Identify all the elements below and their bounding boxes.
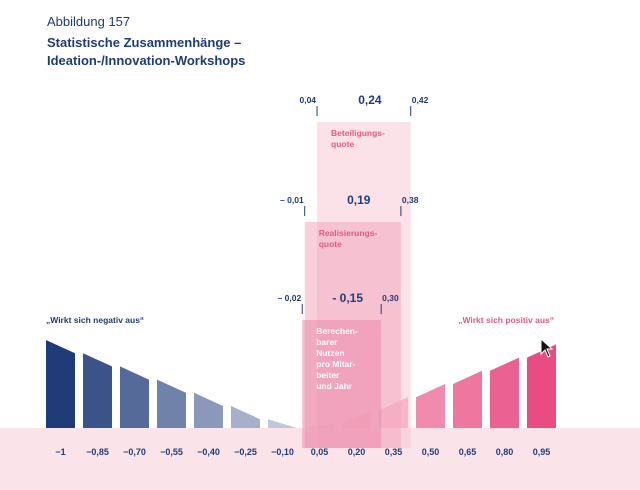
x-tick-label: −0,25 — [234, 447, 257, 457]
bar — [120, 366, 149, 428]
x-tick-label: −0,85 — [86, 447, 109, 457]
interval-low-label: – 0,01 — [280, 195, 304, 205]
interval-low-label: 0,04 — [299, 95, 316, 105]
interval-estimate-label: 0,24 — [358, 93, 382, 107]
bar — [157, 379, 186, 428]
x-tick-label: −0,70 — [123, 447, 146, 457]
interval-low-label: – 0,02 — [278, 293, 302, 303]
x-tick-label: 0,05 — [311, 447, 329, 457]
interval-name-label: und Jahr — [316, 381, 353, 391]
x-tick-label: 0,95 — [533, 447, 551, 457]
chart-title-line-1: Statistische Zusammenhänge – — [47, 35, 242, 50]
interval-name-label: Realisierungs- — [319, 228, 378, 238]
x-tick-label: 0,20 — [348, 447, 366, 457]
interval-name-label: quote — [331, 139, 354, 149]
x-tick-label: 0,35 — [385, 447, 403, 457]
bar — [416, 384, 445, 428]
bar — [268, 419, 297, 428]
interval-name-label: Nutzen — [316, 348, 344, 358]
negative-annotation: „Wirkt sich negativ aus“ — [46, 315, 144, 325]
chart-title-line-2: Ideation-/Innovation-Workshops — [47, 53, 246, 68]
x-tick-label: −0,55 — [160, 447, 183, 457]
interval-name-label: beiter — [316, 370, 340, 380]
x-tick-label: 0,65 — [459, 447, 477, 457]
x-tick-label: −0,40 — [197, 447, 220, 457]
interval-estimate-label: 0,19 — [347, 193, 371, 207]
x-tick-label: 0,50 — [422, 447, 440, 457]
x-tick-label: −0,10 — [271, 447, 294, 457]
x-tick-label: −1 — [55, 447, 65, 457]
bar — [527, 344, 556, 428]
bar — [231, 406, 260, 428]
interval-name-label: pro Mitar- — [316, 359, 355, 369]
interval-high-label: 0,38 — [402, 195, 419, 205]
interval-name-label: Berechen- — [316, 326, 358, 336]
interval-high-label: 0,30 — [382, 293, 399, 303]
interval-name-label: quote — [319, 239, 342, 249]
figure-label: Abbildung 157 — [47, 14, 131, 29]
bar — [194, 392, 223, 428]
interval-name-label: Beteiligungs- — [331, 128, 385, 138]
interval-name-label: barer — [316, 337, 338, 347]
x-tick-label: 0,80 — [496, 447, 514, 457]
interval-high-label: 0,42 — [412, 95, 429, 105]
bar — [46, 340, 75, 428]
bar — [83, 353, 112, 428]
interval-band — [302, 320, 382, 448]
interval-estimate-label: - 0,15 — [332, 291, 363, 305]
mouse-cursor-icon — [540, 338, 554, 358]
bar — [453, 370, 482, 428]
positive-annotation: „Wirkt sich positiv aus“ — [458, 315, 554, 325]
bar — [490, 357, 519, 428]
